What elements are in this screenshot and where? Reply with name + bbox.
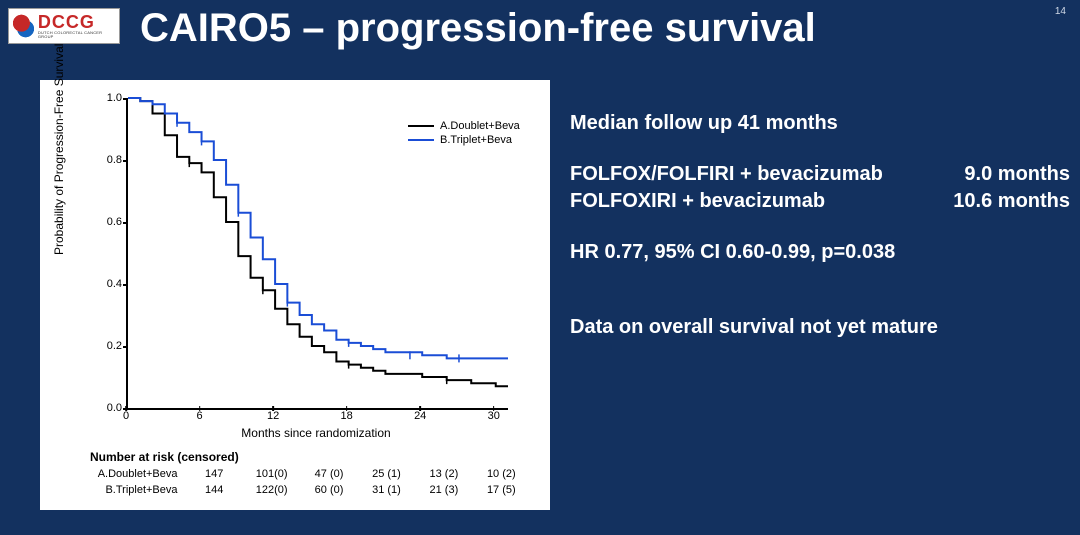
y-tick: 0.2 xyxy=(100,340,122,352)
plot-area: A.Doublet+BevaB.Triplet+Beva xyxy=(126,98,508,410)
nar-cell: 60 (0) xyxy=(300,484,357,496)
arm2-label: FOLFOXIRI + bevacizumab xyxy=(570,188,825,215)
slide: DCCG DUTCH COLORECTAL CANCER GROUP 14 CA… xyxy=(0,0,1080,535)
page-number: 14 xyxy=(1055,6,1066,17)
y-tick: 1.0 xyxy=(100,92,122,104)
y-tick: 0.8 xyxy=(100,154,122,166)
logo-mark-icon xyxy=(13,12,34,40)
legend-item: B.Triplet+Beva xyxy=(408,134,520,146)
logo-text: DCCG DUTCH COLORECTAL CANCER GROUP xyxy=(38,13,115,39)
slide-title: CAIRO5 – progression-free survival xyxy=(140,6,816,51)
nar-label: A.Doublet+Beva xyxy=(90,468,186,480)
x-tick: 18 xyxy=(341,410,353,422)
dccg-logo: DCCG DUTCH COLORECTAL CANCER GROUP xyxy=(8,8,120,44)
hr-text: HR 0.77, 95% CI 0.60-0.99, p=0.038 xyxy=(570,239,1070,266)
legend-item: A.Doublet+Beva xyxy=(408,120,520,132)
legend: A.Doublet+Beva B.Triplet+Beva xyxy=(408,120,520,148)
nar-cell: 147 xyxy=(186,468,243,480)
nar-cell: 13 (2) xyxy=(415,468,472,480)
y-axis-label: Probability of Progression-Free Survival xyxy=(52,44,66,255)
logo-subtitle: DUTCH COLORECTAL CANCER GROUP xyxy=(38,31,115,39)
legend-swatch-icon xyxy=(408,125,434,127)
x-tick: 30 xyxy=(488,410,500,422)
legend-label: A.Doublet+Beva xyxy=(440,120,520,132)
nar-cell: 21 (3) xyxy=(415,484,472,496)
nar-cell: 10 (2) xyxy=(473,468,530,480)
arm2-row: FOLFOXIRI + bevacizumab 10.6 months xyxy=(570,188,1070,215)
x-tick: 12 xyxy=(267,410,279,422)
os-note: Data on overall survival not yet mature xyxy=(570,314,1070,341)
x-axis-label: Months since randomization xyxy=(126,426,506,440)
number-at-risk-title: Number at risk (censored) xyxy=(90,450,239,464)
followup-text: Median follow up 41 months xyxy=(570,110,1070,137)
x-tick: 6 xyxy=(196,410,202,422)
nar-cell: 122(0) xyxy=(243,484,300,496)
stats-block: Median follow up 41 months FOLFOX/FOLFIR… xyxy=(570,110,1070,341)
nar-cell: 47 (0) xyxy=(300,468,357,480)
nar-cell: 31 (1) xyxy=(358,484,415,496)
nar-cell: 144 xyxy=(186,484,243,496)
legend-label: B.Triplet+Beva xyxy=(440,134,512,146)
y-tick: 0.4 xyxy=(100,278,122,290)
km-chart: Probability of Progression-Free Survival… xyxy=(40,80,550,510)
arm2-value: 10.6 months xyxy=(953,188,1070,215)
nar-row-a: A.Doublet+Beva147101(0)47 (0)25 (1)13 (2… xyxy=(90,468,530,480)
nar-cell: 25 (1) xyxy=(358,468,415,480)
nar-cell: 17 (5) xyxy=(473,484,530,496)
legend-swatch-icon xyxy=(408,139,434,141)
x-tick: 0 xyxy=(123,410,129,422)
nar-label: B.Triplet+Beva xyxy=(90,484,186,496)
x-tick: 24 xyxy=(414,410,426,422)
y-tick: 0.0 xyxy=(100,402,122,414)
arm1-row: FOLFOX/FOLFIRI + bevacizumab 9.0 months xyxy=(570,161,1070,188)
nar-cell: 101(0) xyxy=(243,468,300,480)
y-tick: 0.6 xyxy=(100,216,122,228)
nar-row-b: B.Triplet+Beva144122(0)60 (0)31 (1)21 (3… xyxy=(90,484,530,496)
arm1-value: 9.0 months xyxy=(964,161,1070,188)
arm1-label: FOLFOX/FOLFIRI + bevacizumab xyxy=(570,161,883,188)
logo-acronym: DCCG xyxy=(38,13,115,31)
